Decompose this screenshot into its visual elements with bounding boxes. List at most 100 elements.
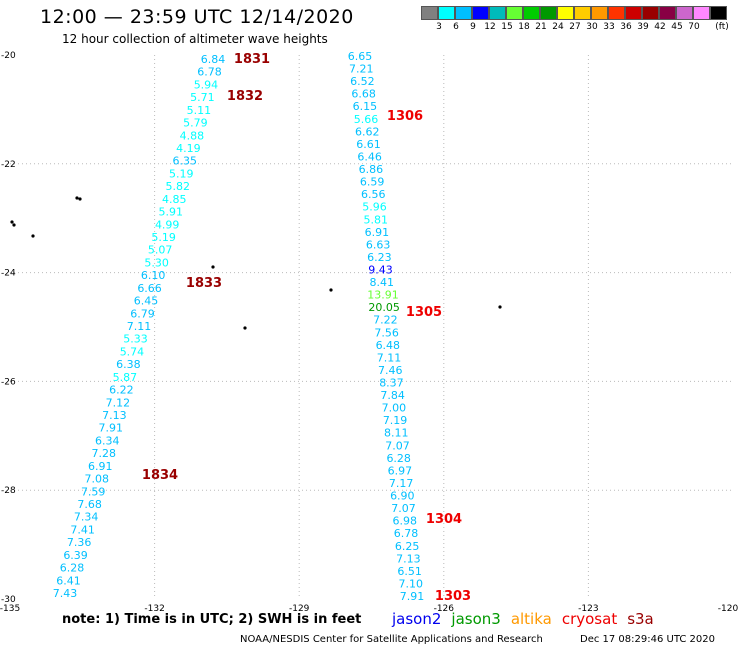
wave-height-value: 7.00	[382, 402, 407, 415]
wave-height-value: 4.19	[176, 142, 201, 155]
wave-height-value: 5.66	[354, 113, 379, 126]
wave-height-value: 7.07	[391, 502, 416, 515]
wave-height-value: 6.86	[359, 163, 384, 176]
legend-cryosat: cryosat	[561, 610, 618, 628]
lat-tick-label: -26	[1, 377, 16, 387]
track-right: 6.657.216.526.686.155.666.626.616.466.86…	[348, 50, 425, 603]
wave-height-value: 7.13	[102, 409, 127, 422]
wave-height-value: 7.21	[349, 63, 374, 76]
wave-height-value: 13.91	[367, 289, 399, 302]
island	[12, 223, 16, 227]
pass-time-label: 1305	[406, 305, 442, 320]
wave-height-value: 6.28	[60, 562, 85, 575]
island	[211, 265, 215, 269]
credit-line: NOAA/NESDIS Center for Satellite Applica…	[240, 634, 543, 645]
wave-height-value: 6.66	[137, 282, 162, 295]
wave-height-value: 6.84	[201, 53, 226, 66]
scale-swatch	[710, 6, 727, 20]
wave-height-value: 6.91	[88, 460, 113, 473]
generated-timestamp: Dec 17 08:29:46 UTC 2020	[580, 634, 715, 645]
island	[31, 234, 35, 238]
wave-height-value: 7.28	[92, 447, 117, 460]
wave-height-value: 7.12	[106, 396, 131, 409]
lat-tick-label: -24	[1, 269, 16, 279]
scale-swatch	[472, 6, 489, 20]
wave-height-value: 7.43	[53, 587, 78, 600]
scale-label: 27	[569, 22, 581, 32]
wave-height-value: 7.07	[385, 439, 410, 452]
pass-time-label: 1834	[142, 468, 178, 483]
wave-height-value: 6.78	[197, 66, 222, 79]
track-left: 6.846.785.945.715.115.794.884.196.355.19…	[53, 53, 226, 600]
wave-height-value: 7.22	[373, 314, 398, 327]
axis-ticks: -135 -132 -129 -126 -123 -120 -20 -22 -24 -26 -28 -…	[0, 51, 738, 614]
wave-height-value: 5.71	[190, 91, 215, 104]
wave-height-value: 6.34	[95, 434, 120, 447]
lon-tick-label: -123	[578, 604, 598, 614]
wave-height-value: 6.46	[357, 150, 382, 163]
island	[498, 305, 502, 309]
scale-label: 45	[671, 22, 683, 32]
wave-height-value: 7.84	[380, 389, 405, 402]
lon-tick-label: -120	[718, 604, 739, 614]
satellite-legend: jason2 jason3 altika cryosat s3a	[392, 610, 664, 628]
legend-s3a: s3a	[627, 610, 654, 628]
wave-height-value: 5.96	[362, 201, 387, 214]
wave-height-value: 6.62	[355, 125, 380, 138]
wave-height-value: 6.35	[173, 155, 198, 168]
scale-swatch	[506, 6, 523, 20]
pass-time-label: 1833	[186, 276, 222, 291]
wave-height-value: 7.08	[84, 473, 109, 486]
wave-height-value: 5.91	[158, 206, 183, 219]
color-scale-labels: 3 6 9 12 15 18 21 24 27 30 33 36 39 42 45 70 (ft)	[421, 20, 729, 32]
pass-time-label: 1304	[426, 512, 462, 527]
scale-label: 39	[637, 22, 649, 32]
island	[329, 288, 333, 292]
lon-tick-label: -132	[144, 604, 164, 614]
pass-time-label: 1306	[387, 109, 423, 124]
scale-label: 42	[654, 22, 666, 32]
wave-height-value: 7.68	[77, 498, 102, 511]
scale-swatch	[557, 6, 574, 20]
island	[243, 326, 247, 330]
pass-time-label: 1303	[435, 589, 471, 604]
scale-swatch	[625, 6, 642, 20]
wave-height-value: 7.11	[127, 320, 152, 333]
scale-label: 36	[620, 22, 632, 32]
wave-height-value: 6.56	[361, 188, 386, 201]
wave-height-value: 6.97	[388, 464, 413, 477]
scale-label: 24	[552, 22, 564, 32]
legend-altika: altika	[510, 610, 552, 628]
wave-height-value: 5.19	[169, 167, 194, 180]
chart-title: 12:00 — 23:59 UTC 12/14/2020	[40, 6, 354, 28]
wave-height-value: 5.33	[123, 333, 148, 346]
islands	[10, 196, 502, 330]
island	[78, 197, 82, 201]
wave-height-value: 6.52	[350, 75, 375, 88]
wave-height-value: 5.82	[166, 180, 191, 193]
pass-time-label: 1831	[234, 52, 270, 67]
wave-height-value: 7.11	[377, 351, 402, 364]
footnote: note: 1) Time is in UTC; 2) SWH is in fe…	[62, 612, 362, 627]
scale-unit: (ft)	[715, 22, 729, 32]
wave-height-value: 5.79	[183, 117, 208, 130]
wave-height-value: 8.41	[370, 276, 395, 289]
wave-height-value: 7.56	[374, 326, 399, 339]
scale-label: 18	[518, 22, 530, 32]
wave-height-value: 8.11	[384, 427, 409, 440]
wave-height-value: 7.41	[70, 523, 95, 536]
wave-height-value: 6.39	[63, 549, 88, 562]
scale-swatch	[659, 6, 676, 20]
scale-label: 15	[501, 22, 513, 32]
wave-height-value: 7.10	[399, 577, 424, 590]
lon-tick-label: -129	[289, 604, 310, 614]
wave-height-value: 5.87	[113, 371, 138, 384]
scale-label: 6	[453, 22, 459, 32]
scale-swatch	[523, 6, 540, 20]
scale-swatch	[642, 6, 659, 20]
wave-height-value: 6.10	[141, 269, 166, 282]
wave-height-value: 5.19	[151, 231, 176, 244]
wave-height-value: 7.91	[99, 422, 124, 435]
wave-height-value: 6.15	[353, 100, 378, 113]
wave-height-value: 6.79	[130, 307, 155, 320]
